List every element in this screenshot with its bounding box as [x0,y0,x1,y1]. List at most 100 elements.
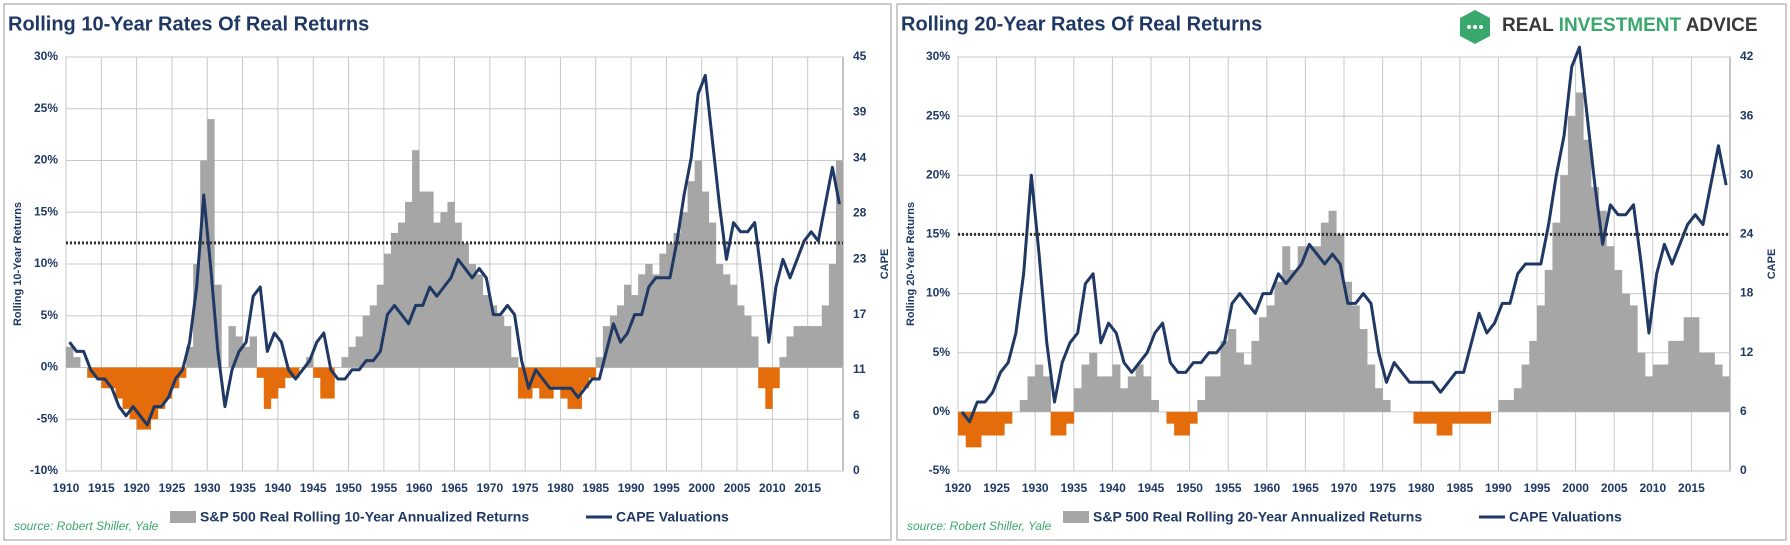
return-bar [1529,340,1538,412]
return-bar [143,367,152,430]
x-tick-label: 2005 [724,481,751,495]
y2-tick-label: 0 [853,463,860,477]
return-bar [511,357,519,368]
return-bar [496,315,505,368]
return-bar [1004,411,1013,424]
x-tick-label: 1925 [159,481,186,495]
return-bar [1266,305,1275,412]
return-bar [1652,364,1661,412]
chart-title: Rolling 20-Year Rates Of Real Returns [901,13,1262,35]
return-bar [1428,411,1437,424]
return-bar [638,274,646,368]
y2-tick-label: 39 [853,104,867,118]
return-bar [369,305,378,368]
return-bar [546,367,554,399]
y2-tick-label: 30 [1740,167,1754,181]
return-bar [532,367,540,389]
y2-tick-label: 17 [853,307,867,321]
y2-tick-label: 42 [1740,49,1754,63]
return-bar [1336,234,1345,412]
x-tick-label: 1945 [300,481,327,495]
return-bar [341,357,349,368]
return-bar [652,274,660,368]
return-bar [193,264,201,368]
return-bar [1235,352,1244,412]
return-bar [1467,411,1476,424]
return-bar [539,367,547,399]
return-bar [1251,340,1260,412]
return-bar [256,367,265,378]
return-bar [1475,411,1484,424]
return-bar [405,201,413,368]
return-bar [1096,376,1105,412]
return-bar [1166,411,1175,424]
return-bar [87,367,95,378]
return-bar [1282,246,1291,412]
return-bar [1243,364,1252,412]
return-bar [1274,281,1283,412]
return-bar [1135,364,1144,412]
y-tick-label: 10% [34,256,58,270]
return-bar [1583,139,1592,412]
return-bar [1027,376,1036,412]
y2-tick-label: 23 [853,252,867,266]
y2-tick-label: 6 [853,408,860,422]
return-bar [1567,116,1576,412]
return-bar [348,346,356,368]
return-bar [419,191,427,368]
return-bar [1513,388,1522,412]
logo: REAL INVESTMENT ADVICE [1460,10,1758,44]
return-bar [1374,388,1383,412]
legend-label: CAPE Valuations [616,509,729,525]
return-bar [574,367,582,409]
return-bar [1351,305,1360,412]
x-tick-label: 1975 [1369,481,1396,495]
return-bar [1629,305,1638,412]
panel-frame [3,3,892,541]
return-bar [1359,329,1368,412]
return-bar [588,367,597,378]
return-bar [673,232,681,368]
return-bar [1506,400,1515,412]
return-bar [595,357,604,368]
x-tick-label: 1950 [335,481,362,495]
return-bar [1552,222,1561,412]
return-bar [988,411,997,436]
y-tick-label: 30% [34,49,58,63]
x-tick-label: 1910 [53,481,80,495]
x-tick-label: 1975 [512,481,539,495]
return-bar [518,367,526,399]
return-bar [1289,269,1298,412]
y2-axis-label: CAPE [1766,249,1778,280]
x-tick-label: 1915 [88,481,115,495]
return-bar [779,357,787,368]
return-bar [616,305,625,368]
x-tick-label: 1930 [194,481,221,495]
return-bar [1050,411,1059,436]
x-tick-label: 2010 [1639,481,1666,495]
x-tick-label: 2010 [759,481,786,495]
y2-tick-label: 28 [853,206,867,220]
return-bar [1436,411,1445,436]
return-bar [1112,364,1121,412]
x-tick-label: 1935 [1060,481,1087,495]
return-bar [150,367,159,420]
return-bar [136,367,144,430]
return-bar [708,222,717,368]
return-bar [228,326,236,368]
return-bar [1560,175,1569,412]
return-bar [1066,411,1075,424]
return-bar [1714,364,1723,412]
return-bar [1181,411,1190,436]
y-tick-label: -5% [37,411,59,425]
x-tick-label: 1985 [582,481,609,495]
return-bar [1058,411,1067,436]
return-bar [715,264,724,368]
x-tick-label: 2000 [1562,481,1589,495]
legend-swatch [170,511,196,523]
return-bar [1143,376,1152,412]
return-bar [1197,400,1206,412]
x-tick-label: 1995 [1524,481,1551,495]
return-bar [560,367,568,399]
source-note: source: Robert Shiller, Yale [14,519,159,533]
